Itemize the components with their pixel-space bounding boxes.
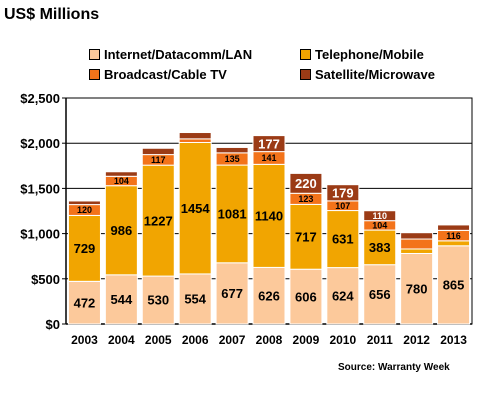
data-label: 123: [298, 194, 313, 204]
bar-segment: [141, 147, 175, 156]
data-label: 717: [295, 229, 317, 244]
data-label: 1454: [181, 201, 211, 216]
bar-segment: [215, 146, 249, 154]
data-label: 120: [77, 205, 92, 215]
bar-segment: [289, 203, 323, 270]
data-label: 1227: [144, 213, 173, 228]
data-label: 631: [332, 232, 354, 247]
legend-item-internet: Internet/Datacomm/LAN: [89, 46, 252, 62]
data-label: 624: [332, 288, 354, 303]
x-tick-label: 2013: [440, 333, 467, 347]
y-tick-label: $1,000: [20, 227, 60, 242]
bar-segment: [141, 164, 175, 277]
x-tick-label: 2012: [403, 333, 430, 347]
x-tick-label: 2006: [182, 333, 209, 347]
data-label: 141: [261, 153, 276, 163]
bar-segment: [67, 280, 101, 325]
legend-label-broadcast: Broadcast/Cable TV: [104, 66, 227, 82]
data-label: 220: [295, 176, 317, 191]
bar-segment: [104, 171, 138, 177]
data-label: 116: [446, 231, 461, 241]
data-label: 530: [147, 293, 169, 308]
data-label: 780: [406, 281, 428, 296]
bar-segment: [67, 214, 101, 282]
x-tick-label: 2005: [145, 333, 172, 347]
bar-segment: [141, 275, 175, 325]
chart-title: US$ Millions: [4, 6, 100, 23]
legend-swatch-satellite: [300, 68, 311, 80]
data-label: 1140: [255, 209, 283, 224]
data-label: 677: [221, 286, 243, 301]
data-label: 544: [111, 292, 133, 307]
bar-segment: [363, 264, 397, 325]
bar-segment: [215, 164, 249, 264]
legend-label-satellite: Satellite/Microwave: [315, 66, 435, 82]
y-tick-label: $0: [46, 317, 60, 332]
x-tick-label: 2010: [329, 333, 356, 347]
bar-segment: [178, 132, 212, 140]
bar-segment: [289, 268, 323, 325]
legend-item-telephone: Telephone/Mobile: [300, 46, 424, 62]
legend-label-internet: Internet/Datacomm/LAN: [104, 46, 253, 62]
bar-segment: [252, 266, 286, 325]
bar-segment: [437, 224, 471, 231]
y-tick-label: $500: [31, 272, 60, 287]
x-tick-label: 2007: [219, 333, 246, 347]
bar-segment: [104, 274, 138, 325]
legend-swatch-telephone: [300, 48, 311, 60]
bar-segment: [326, 184, 360, 202]
x-tick-label: 2003: [71, 333, 98, 347]
legend-label-telephone: Telephone/Mobile: [315, 46, 424, 62]
bar-segment: [252, 135, 286, 153]
data-label: 865: [443, 278, 465, 293]
data-label: 110: [372, 211, 387, 221]
bar-segment: [215, 262, 249, 325]
legend-swatch-internet: [89, 48, 100, 60]
bar-segment: [400, 248, 434, 254]
bar-segment: [326, 267, 360, 325]
x-tick-label: 2009: [293, 333, 320, 347]
source-note: Source: Warranty Week: [338, 362, 450, 373]
data-label: 729: [74, 241, 96, 256]
x-tick-label: 2004: [108, 333, 135, 347]
legend-item-satellite: Satellite/Microwave: [300, 66, 435, 82]
data-label: 179: [332, 185, 354, 200]
bar-segment: [363, 229, 397, 266]
data-label: 554: [184, 292, 206, 307]
data-label: 986: [111, 223, 133, 238]
legend-item-broadcast: Broadcast/Cable TV: [89, 66, 227, 82]
bar-segment: [104, 185, 138, 276]
y-tick-label: $2,500: [20, 91, 60, 106]
data-label: 104: [114, 176, 129, 186]
data-label: 472: [74, 295, 96, 310]
y-tick-label: $1,500: [20, 181, 60, 196]
bar-segment: [437, 240, 471, 247]
data-label: 104: [372, 221, 387, 231]
data-label: 626: [258, 288, 280, 303]
y-tick-label: $2,000: [20, 136, 60, 151]
legend-swatch-broadcast: [89, 68, 100, 80]
data-label: 135: [225, 154, 240, 164]
data-label: 606: [295, 289, 317, 304]
x-tick-label: 2008: [256, 333, 283, 347]
data-label: 117: [151, 155, 166, 165]
bar-segment: [400, 232, 434, 240]
x-tick-label: 2011: [367, 333, 393, 347]
data-label: 656: [369, 287, 391, 302]
bar-segment: [289, 172, 323, 194]
data-label: 107: [335, 201, 350, 211]
bar-segment: [326, 210, 360, 269]
bar-segment: [67, 200, 101, 206]
bar-segment: [400, 238, 434, 250]
data-label: 1081: [218, 207, 247, 222]
bar-segment: [178, 141, 212, 275]
bar-segment: [363, 210, 397, 222]
bar-segment: [178, 138, 212, 143]
data-label: 383: [369, 240, 391, 255]
data-label: 177: [258, 136, 280, 151]
